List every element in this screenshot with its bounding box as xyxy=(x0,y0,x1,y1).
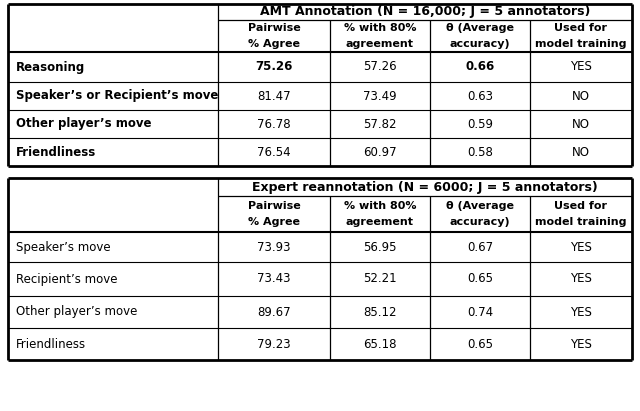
Text: 56.95: 56.95 xyxy=(364,240,397,254)
Text: Other player’s move: Other player’s move xyxy=(16,118,152,131)
Text: Pairwise: Pairwise xyxy=(248,201,300,211)
Text: 73.93: 73.93 xyxy=(257,240,291,254)
Text: 0.59: 0.59 xyxy=(467,118,493,131)
Text: 89.67: 89.67 xyxy=(257,305,291,319)
Text: YES: YES xyxy=(570,240,592,254)
Text: 0.66: 0.66 xyxy=(465,60,495,74)
Text: 60.97: 60.97 xyxy=(363,145,397,159)
Text: AMT Annotation (N = 16,000; J = 5 annotators): AMT Annotation (N = 16,000; J = 5 annota… xyxy=(260,5,590,18)
Text: θ (Average: θ (Average xyxy=(446,23,514,33)
Text: Recipient’s move: Recipient’s move xyxy=(16,272,118,286)
Text: agreement: agreement xyxy=(346,39,414,49)
Text: 75.26: 75.26 xyxy=(255,60,292,74)
Text: 76.54: 76.54 xyxy=(257,145,291,159)
Text: Expert reannotation (N = 6000; J = 5 annotators): Expert reannotation (N = 6000; J = 5 ann… xyxy=(252,180,598,194)
Text: Speaker’s move: Speaker’s move xyxy=(16,240,111,254)
Text: YES: YES xyxy=(570,60,592,74)
Text: 79.23: 79.23 xyxy=(257,337,291,351)
Text: Friendliness: Friendliness xyxy=(16,145,96,159)
Text: NO: NO xyxy=(572,118,590,131)
Text: 73.43: 73.43 xyxy=(257,272,291,286)
Text: model training: model training xyxy=(535,39,627,49)
Text: Used for: Used for xyxy=(554,201,607,211)
Text: YES: YES xyxy=(570,337,592,351)
Text: Used for: Used for xyxy=(554,23,607,33)
Text: % with 80%: % with 80% xyxy=(344,23,416,33)
Text: agreement: agreement xyxy=(346,217,414,227)
Text: 57.26: 57.26 xyxy=(363,60,397,74)
Text: Other player’s move: Other player’s move xyxy=(16,305,138,319)
Text: 57.82: 57.82 xyxy=(364,118,397,131)
Text: NO: NO xyxy=(572,145,590,159)
Text: Friendliness: Friendliness xyxy=(16,337,86,351)
Text: % with 80%: % with 80% xyxy=(344,201,416,211)
Text: 0.58: 0.58 xyxy=(467,145,493,159)
Text: 52.21: 52.21 xyxy=(363,272,397,286)
Text: θ (Average: θ (Average xyxy=(446,201,514,211)
Text: 0.65: 0.65 xyxy=(467,337,493,351)
Text: % Agree: % Agree xyxy=(248,39,300,49)
Text: NO: NO xyxy=(572,90,590,102)
Text: 0.65: 0.65 xyxy=(467,272,493,286)
Text: 0.67: 0.67 xyxy=(467,240,493,254)
Text: accuracy): accuracy) xyxy=(450,217,510,227)
Text: 76.78: 76.78 xyxy=(257,118,291,131)
Text: 73.49: 73.49 xyxy=(363,90,397,102)
Text: 85.12: 85.12 xyxy=(364,305,397,319)
Text: 65.18: 65.18 xyxy=(364,337,397,351)
Text: Pairwise: Pairwise xyxy=(248,23,300,33)
Text: 0.63: 0.63 xyxy=(467,90,493,102)
Text: YES: YES xyxy=(570,305,592,319)
Text: Reasoning: Reasoning xyxy=(16,60,85,74)
Text: model training: model training xyxy=(535,217,627,227)
Text: Speaker’s or Recipient’s move: Speaker’s or Recipient’s move xyxy=(16,90,218,102)
Text: accuracy): accuracy) xyxy=(450,39,510,49)
Text: 81.47: 81.47 xyxy=(257,90,291,102)
Text: 0.74: 0.74 xyxy=(467,305,493,319)
Text: YES: YES xyxy=(570,272,592,286)
Text: % Agree: % Agree xyxy=(248,217,300,227)
